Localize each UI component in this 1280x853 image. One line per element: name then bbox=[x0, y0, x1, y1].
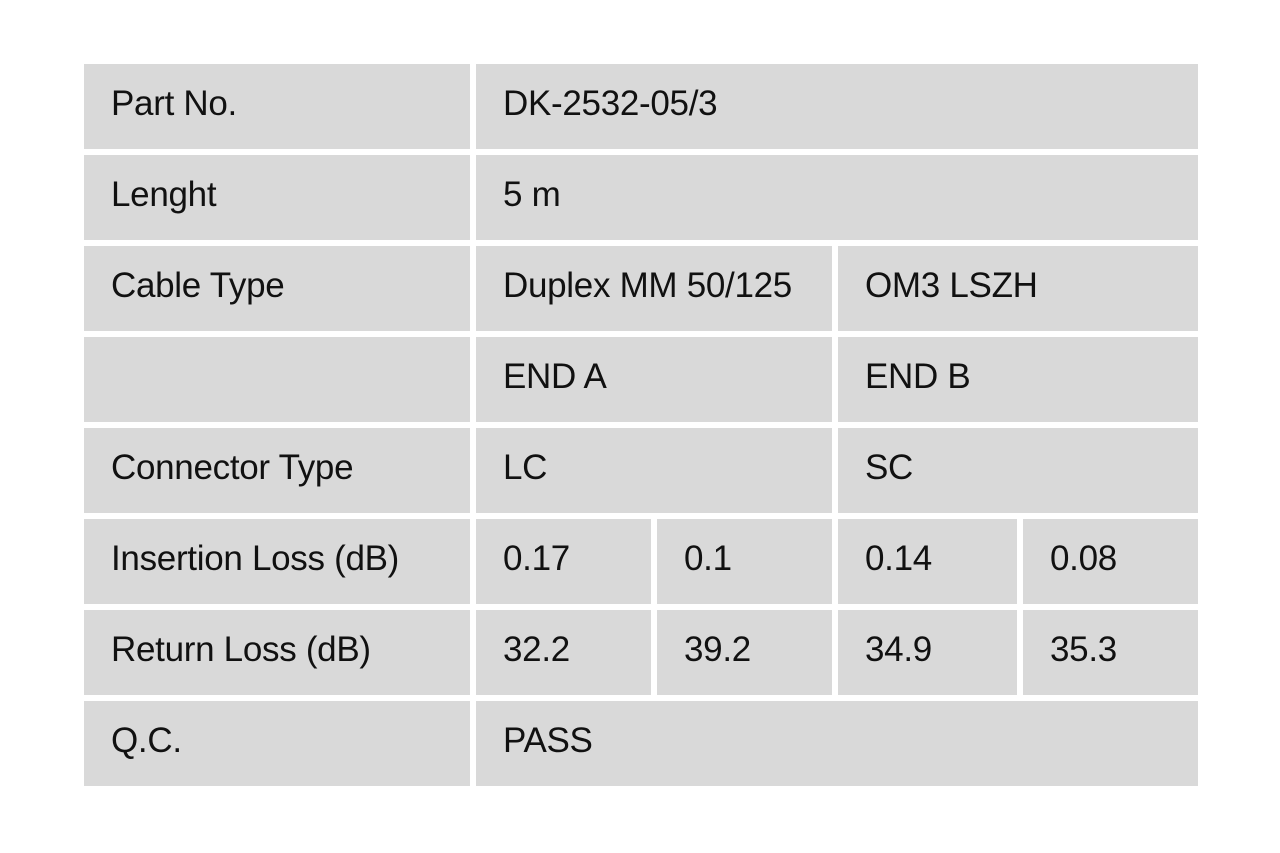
end-a-header: END A bbox=[476, 337, 832, 422]
connector-type-end-b: SC bbox=[838, 428, 1199, 513]
return-loss-value-4: 35.3 bbox=[1023, 610, 1199, 695]
ends-empty-cell bbox=[84, 337, 470, 422]
insertion-loss-value-4: 0.08 bbox=[1023, 519, 1199, 604]
length-value: 5 m bbox=[476, 155, 1199, 240]
length-row: Lenght 5 m bbox=[84, 155, 1199, 240]
insertion-loss-value-2: 0.1 bbox=[657, 519, 832, 604]
insertion-loss-label: Insertion Loss (dB) bbox=[84, 519, 470, 604]
connector-type-end-a: LC bbox=[476, 428, 832, 513]
part-no-row: Part No. DK-2532-05/3 bbox=[84, 64, 1199, 149]
qc-label: Q.C. bbox=[84, 701, 470, 786]
return-loss-row: Return Loss (dB) 32.2 39.2 34.9 35.3 bbox=[84, 610, 1199, 695]
return-loss-value-2: 39.2 bbox=[657, 610, 832, 695]
qc-row: Q.C. PASS bbox=[84, 701, 1199, 786]
connector-type-row: Connector Type LC SC bbox=[84, 428, 1199, 513]
return-loss-value-3: 34.9 bbox=[838, 610, 1017, 695]
end-b-header: END B bbox=[838, 337, 1199, 422]
connector-type-label: Connector Type bbox=[84, 428, 470, 513]
cable-type-row: Cable Type Duplex MM 50/125 OM3 LSZH bbox=[84, 246, 1199, 331]
part-no-value: DK-2532-05/3 bbox=[476, 64, 1199, 149]
cable-type-value-a: Duplex MM 50/125 bbox=[476, 246, 832, 331]
ends-header-row: END A END B bbox=[84, 337, 1199, 422]
length-label: Lenght bbox=[84, 155, 470, 240]
insertion-loss-value-1: 0.17 bbox=[476, 519, 651, 604]
cable-type-value-b: OM3 LSZH bbox=[838, 246, 1199, 331]
part-no-label: Part No. bbox=[84, 64, 470, 149]
cable-type-label: Cable Type bbox=[84, 246, 470, 331]
insertion-loss-row: Insertion Loss (dB) 0.17 0.1 0.14 0.08 bbox=[84, 519, 1199, 604]
cable-spec-table: Part No. DK-2532-05/3 Lenght 5 m Cable T… bbox=[78, 58, 1204, 792]
return-loss-label: Return Loss (dB) bbox=[84, 610, 470, 695]
return-loss-value-1: 32.2 bbox=[476, 610, 651, 695]
insertion-loss-value-3: 0.14 bbox=[838, 519, 1017, 604]
qc-value: PASS bbox=[476, 701, 1199, 786]
